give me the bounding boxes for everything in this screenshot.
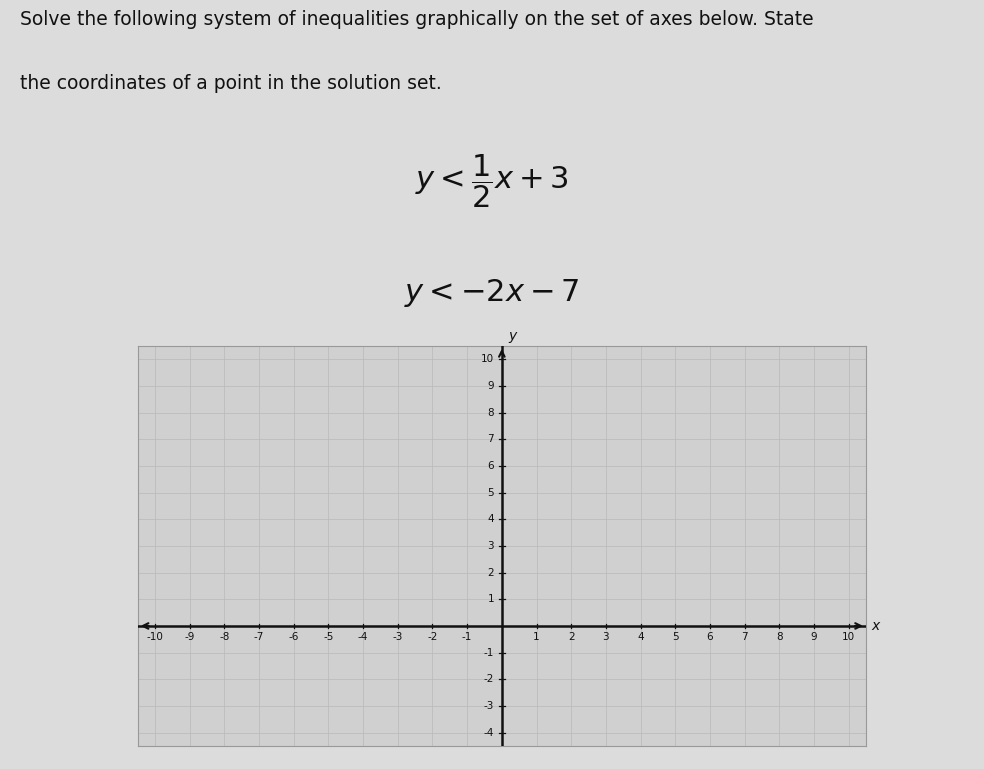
Text: 5: 5 bbox=[488, 488, 494, 498]
Text: 8: 8 bbox=[776, 632, 782, 642]
Text: 7: 7 bbox=[741, 632, 748, 642]
Text: x: x bbox=[871, 619, 880, 633]
Text: 10: 10 bbox=[481, 355, 494, 365]
Text: -7: -7 bbox=[254, 632, 265, 642]
Text: -4: -4 bbox=[484, 727, 494, 737]
Text: -5: -5 bbox=[324, 632, 334, 642]
Text: -3: -3 bbox=[393, 632, 403, 642]
Text: -9: -9 bbox=[185, 632, 195, 642]
Text: Solve the following system of inequalities graphically on the set of axes below.: Solve the following system of inequaliti… bbox=[20, 10, 814, 29]
Text: -6: -6 bbox=[288, 632, 299, 642]
Text: 9: 9 bbox=[488, 381, 494, 391]
Text: -8: -8 bbox=[219, 632, 229, 642]
Text: y: y bbox=[508, 329, 517, 344]
Text: 3: 3 bbox=[488, 541, 494, 551]
Text: 6: 6 bbox=[707, 632, 713, 642]
Text: 2: 2 bbox=[568, 632, 575, 642]
Text: 8: 8 bbox=[488, 408, 494, 418]
Text: -1: -1 bbox=[461, 632, 472, 642]
Text: 4: 4 bbox=[488, 514, 494, 524]
Text: -2: -2 bbox=[484, 674, 494, 684]
Text: 5: 5 bbox=[672, 632, 679, 642]
Text: 6: 6 bbox=[488, 461, 494, 471]
Text: -1: -1 bbox=[484, 647, 494, 657]
Text: 9: 9 bbox=[811, 632, 818, 642]
Text: 3: 3 bbox=[602, 632, 609, 642]
Text: 7: 7 bbox=[488, 434, 494, 444]
Text: 4: 4 bbox=[638, 632, 644, 642]
Text: -4: -4 bbox=[358, 632, 368, 642]
Text: 1: 1 bbox=[533, 632, 540, 642]
Text: 2: 2 bbox=[488, 568, 494, 578]
Text: 10: 10 bbox=[842, 632, 855, 642]
Text: $y < -2x - 7$: $y < -2x - 7$ bbox=[404, 278, 580, 309]
Text: $y < \dfrac{1}{2}x + 3$: $y < \dfrac{1}{2}x + 3$ bbox=[415, 152, 569, 210]
Text: -3: -3 bbox=[484, 701, 494, 711]
Text: 1: 1 bbox=[488, 594, 494, 604]
Text: the coordinates of a point in the solution set.: the coordinates of a point in the soluti… bbox=[20, 75, 442, 94]
Text: -2: -2 bbox=[427, 632, 438, 642]
Text: -10: -10 bbox=[147, 632, 163, 642]
